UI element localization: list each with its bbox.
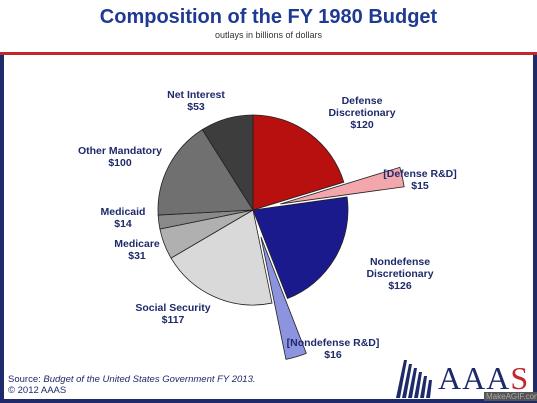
pie-slice-defense-discretionary bbox=[252, 114, 345, 211]
pie-slice-net-interest bbox=[201, 114, 254, 212]
pie-slice-nondefense-r-d bbox=[260, 236, 307, 360]
chart-title: Composition of the FY 1980 Budget bbox=[99, 6, 438, 28]
slice-label: Social Security $117 bbox=[135, 302, 210, 326]
slice-label: Medicare $31 bbox=[114, 238, 160, 262]
source-title: Budget of the United States Government F… bbox=[43, 374, 256, 385]
aaas-logo-icon bbox=[396, 360, 432, 398]
slice-label: [Defense R&D] $15 bbox=[383, 168, 457, 192]
slice-label: Nondefense Discretionary $126 bbox=[366, 256, 433, 292]
header-band bbox=[0, 0, 537, 52]
source-note: Source: Budget of the United States Gove… bbox=[8, 374, 256, 396]
logo-text-main: AAA bbox=[438, 360, 511, 396]
slice-label: Defense Discretionary $120 bbox=[328, 95, 395, 131]
watermark: MakeAGIF.com bbox=[484, 392, 537, 401]
slice-label: Net Interest $53 bbox=[167, 89, 225, 113]
pie-slice-nondefense-discretionary bbox=[252, 196, 349, 300]
header-divider bbox=[0, 52, 537, 55]
aaas-logo-text: AAAS bbox=[438, 360, 529, 397]
copyright: © 2012 AAAS bbox=[8, 385, 67, 396]
logo-text-last: S bbox=[510, 360, 530, 396]
chart-subtitle: outlays in billions of dollars bbox=[214, 30, 323, 40]
pie-slice-other-mandatory bbox=[157, 129, 254, 216]
source-prefix: Source: bbox=[8, 374, 44, 385]
slice-label: Medicaid $14 bbox=[101, 206, 146, 230]
slice-label: [Nondefense R&D] $16 bbox=[287, 337, 380, 361]
pie-slice-defense-r-d bbox=[280, 166, 405, 205]
slice-label: Other Mandatory $100 bbox=[78, 145, 162, 169]
pie-slice-social-security bbox=[170, 209, 273, 306]
